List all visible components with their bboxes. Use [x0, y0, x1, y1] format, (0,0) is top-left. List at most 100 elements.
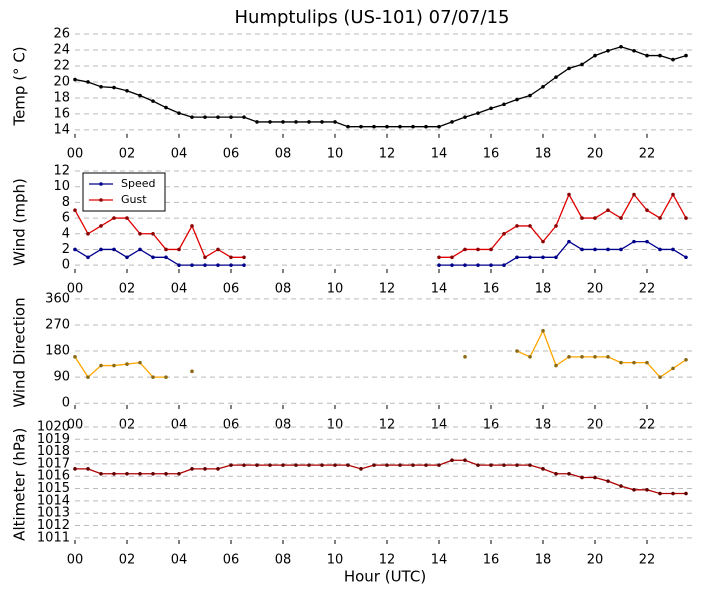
data-point [554, 75, 558, 79]
data-point [125, 255, 129, 260]
data-point [411, 124, 415, 129]
data-point [138, 93, 142, 98]
legend-marker [99, 182, 103, 186]
data-point [606, 48, 610, 53]
data-point [190, 224, 194, 228]
x-tick-label: 12 [379, 553, 396, 568]
data-point [671, 192, 675, 197]
data-point [255, 463, 259, 467]
data-point [229, 255, 233, 260]
data-point [398, 463, 402, 467]
data-point [632, 48, 636, 53]
data-point [294, 120, 298, 124]
data-point [463, 247, 467, 252]
x-tick-label: 18 [535, 418, 552, 433]
y-tick-label: 1013 [37, 506, 70, 521]
x-tick-label: 06 [223, 282, 240, 297]
data-point [125, 471, 129, 476]
data-point [645, 360, 649, 365]
data-point [177, 263, 181, 267]
series-line [439, 193, 687, 258]
x-axis-label: Hour (UTC) [344, 568, 426, 586]
data-point [359, 467, 363, 471]
data-point [580, 62, 584, 67]
data-point [606, 355, 610, 359]
y-tick-label: 1018 [37, 444, 70, 459]
x-tick-label: 14 [431, 418, 448, 433]
data-point [151, 255, 155, 260]
data-point [294, 463, 298, 467]
y-tick-label: 1012 [37, 518, 70, 533]
data-point [203, 255, 207, 260]
data-point [684, 357, 688, 362]
data-point [489, 463, 493, 467]
data-point [424, 463, 428, 467]
series-line [74, 209, 244, 259]
data-point [684, 216, 688, 220]
data-point [86, 375, 90, 379]
x-tick-label: 18 [535, 146, 552, 161]
x-tick-label: 00 [67, 418, 84, 433]
data-point [593, 247, 597, 252]
data-point [684, 53, 688, 58]
data-point [515, 97, 519, 102]
data-point [541, 239, 545, 244]
data-point [372, 463, 376, 467]
x-tick-label: 12 [379, 146, 396, 161]
data-point [99, 363, 103, 368]
x-tick-label: 16 [483, 553, 500, 568]
x-tick-label: 00 [67, 553, 84, 568]
data-point [632, 192, 636, 197]
legend-label: Speed [121, 177, 155, 190]
data-point [476, 463, 480, 467]
data-point [593, 475, 597, 480]
x-tick-label: 00 [67, 146, 84, 161]
data-point [385, 124, 389, 129]
data-point [307, 120, 311, 124]
data-point [593, 53, 597, 58]
y-tick-label: 10 [53, 179, 70, 194]
series-line [75, 459, 686, 495]
data-point [554, 255, 558, 260]
data-point [164, 105, 168, 110]
x-tick-label: 02 [119, 282, 136, 297]
data-point [177, 471, 181, 476]
data-point [541, 467, 545, 471]
x-tick-label: 06 [223, 553, 240, 568]
data-point [385, 463, 389, 467]
data-point [580, 247, 584, 252]
data-point [203, 467, 207, 471]
legend-marker [99, 198, 103, 202]
y-tick-label: 12 [53, 164, 70, 179]
x-tick-label: 10 [327, 418, 344, 433]
data-point [255, 120, 259, 124]
x-tick-label: 16 [483, 146, 500, 161]
series-line [74, 46, 687, 128]
data-point [151, 375, 155, 379]
x-tick-label: 14 [431, 146, 448, 161]
data-point [151, 471, 155, 476]
data-point [476, 247, 480, 252]
x-tick-label: 04 [171, 418, 188, 433]
data-point [203, 115, 207, 119]
y-tick-label: 0 [62, 396, 70, 411]
data-point [567, 471, 571, 476]
data-point [398, 124, 402, 129]
data-point [502, 231, 506, 236]
y-axis-label: Wind (mph) [11, 178, 29, 266]
data-point [86, 467, 90, 471]
data-point [437, 263, 441, 267]
data-point [216, 263, 220, 267]
data-point [242, 463, 246, 467]
data-point [164, 247, 168, 252]
data-point [684, 491, 688, 496]
data-point [606, 479, 610, 483]
y-axis-label: Wind Direction [11, 297, 29, 407]
series-line [439, 240, 687, 266]
data-point [86, 80, 90, 84]
data-point [463, 115, 467, 119]
data-point [346, 124, 350, 129]
data-point [658, 375, 662, 379]
x-tick-label: 02 [119, 418, 136, 433]
y-axis-label: Temp (° C) [11, 46, 29, 126]
